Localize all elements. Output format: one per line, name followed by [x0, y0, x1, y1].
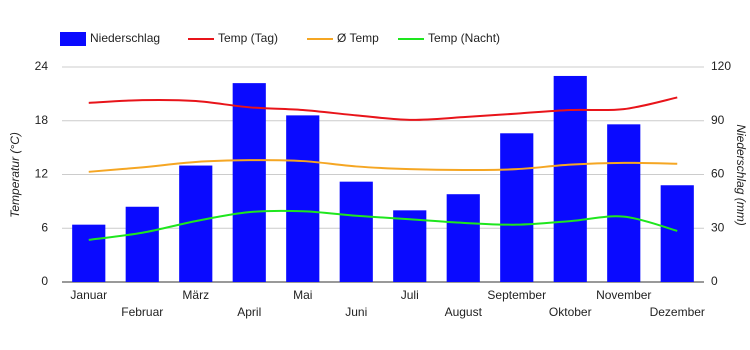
x-tick-label: November: [596, 288, 651, 302]
x-tick-label: Dezember: [650, 305, 705, 319]
legend-label: Temp (Tag): [218, 31, 278, 45]
x-tick-label: September: [487, 288, 546, 302]
bar: [607, 124, 641, 282]
y-axis-title: Temperatur (°C): [8, 132, 22, 218]
x-tick-label: April: [237, 305, 261, 319]
line: [88, 159, 678, 173]
legend-label: Temp (Nacht): [428, 31, 500, 45]
legend-label: Ø Temp: [337, 31, 379, 45]
bar: [553, 75, 587, 282]
bar: [660, 185, 694, 282]
bar: [393, 210, 427, 282]
y2-tick-label: 0: [711, 274, 718, 288]
y-tick-label: 6: [41, 220, 48, 234]
y-tick-label: 18: [35, 113, 49, 127]
bar: [286, 115, 320, 282]
x-tick-label: Juni: [345, 305, 367, 319]
x-tick-label: August: [445, 305, 483, 319]
x-tick-label: Juli: [401, 288, 419, 302]
line: [88, 96, 678, 121]
y2-tick-label: 60: [711, 167, 725, 181]
legend-swatch: [60, 32, 86, 46]
bar: [500, 133, 534, 282]
bar: [125, 206, 159, 282]
y2-axis-title: Niederschlag (mm): [734, 124, 748, 225]
x-tick-label: Februar: [121, 305, 163, 319]
x-tick-label: März: [182, 288, 209, 302]
line: [88, 209, 678, 241]
y-tick-label: 24: [35, 59, 49, 73]
y-tick-label: 0: [41, 274, 48, 288]
bar: [446, 194, 480, 282]
x-tick-label: Januar: [70, 288, 107, 302]
x-tick-label: Mai: [293, 288, 312, 302]
y-tick-label: 12: [35, 167, 49, 181]
bar: [72, 224, 106, 282]
x-tick-label: Oktober: [549, 305, 592, 319]
bar: [339, 181, 373, 282]
legend-label: Niederschlag: [90, 31, 160, 45]
y2-tick-label: 90: [711, 113, 725, 127]
y2-tick-label: 120: [711, 59, 731, 73]
y2-tick-label: 30: [711, 220, 725, 234]
bar: [232, 83, 266, 282]
